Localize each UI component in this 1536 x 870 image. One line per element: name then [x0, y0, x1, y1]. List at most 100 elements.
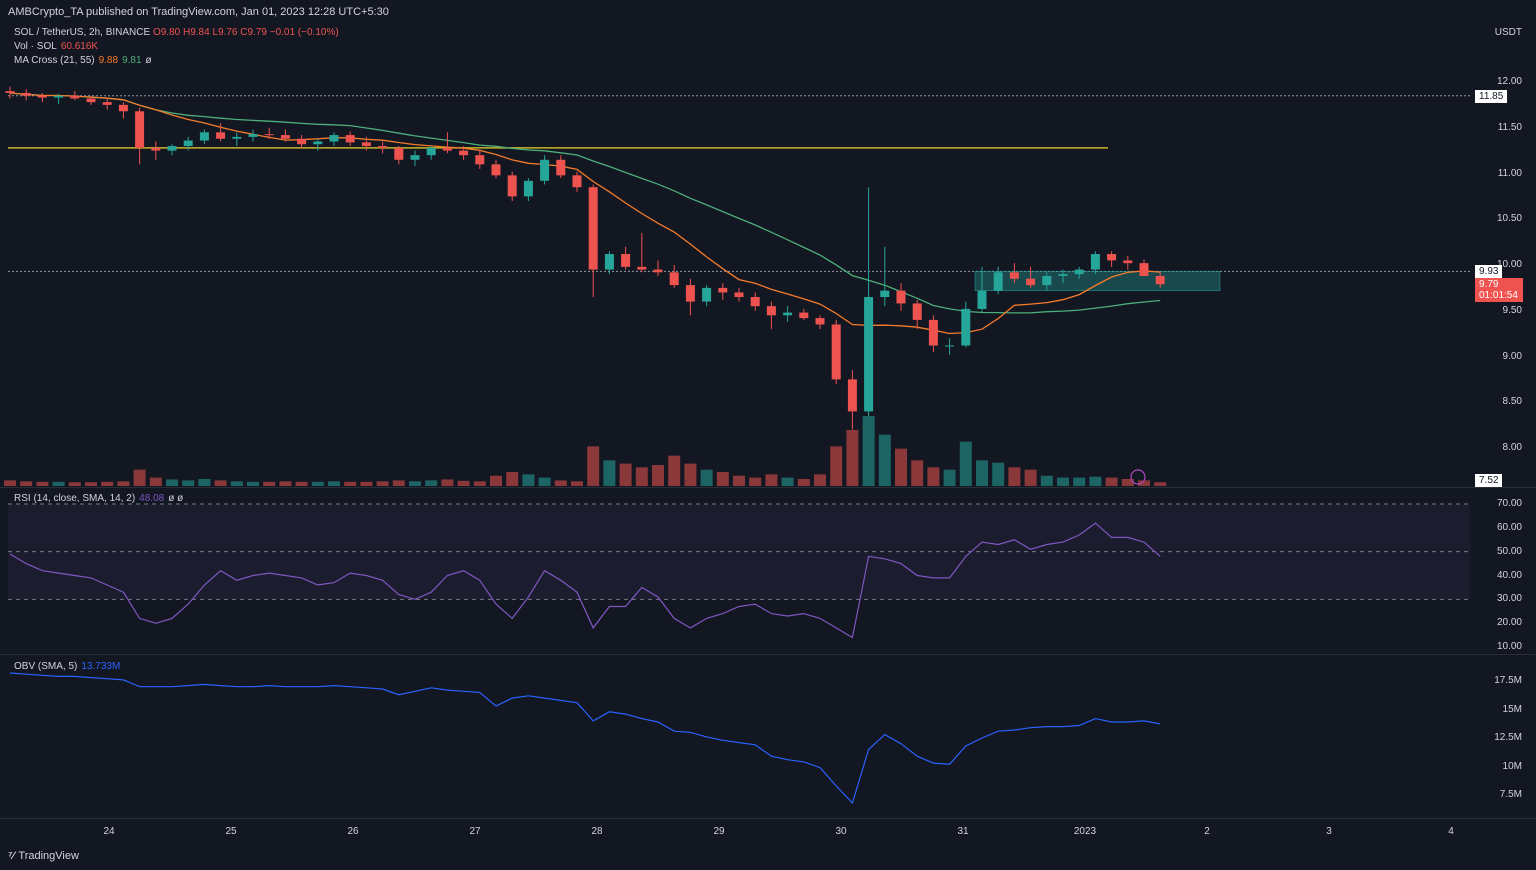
obv-tick: 7.5M: [1499, 789, 1522, 800]
volume-bar: [101, 481, 114, 486]
volume-bar: [895, 448, 907, 486]
eye-icon[interactable]: ø ø: [168, 493, 184, 504]
volume-bar: [360, 481, 373, 486]
ma21-line: [9, 92, 1161, 335]
volume-bar: [1040, 475, 1053, 486]
volume-bar: [1057, 477, 1069, 486]
volume-bar: [457, 480, 470, 486]
candle-body: [1026, 278, 1036, 286]
candle-body: [928, 319, 938, 346]
rsi-tick: 20.00: [1496, 617, 1522, 629]
last-price-badge: 9.79 01:01:54: [1475, 278, 1523, 302]
obv-label: OBV (SMA, 5): [14, 661, 78, 672]
volume-bar: [166, 479, 178, 486]
candle-body: [459, 150, 469, 156]
candle-body: [5, 91, 15, 93]
rsi-tick: 10.00: [1496, 641, 1522, 652]
candle-body: [702, 287, 712, 302]
time-axis-divider: [0, 818, 1536, 819]
last-price: 9.79: [1479, 279, 1499, 290]
rsi-line: [9, 522, 1161, 639]
volume-bar: [716, 472, 729, 486]
candle-body: [523, 180, 533, 197]
eye-icon[interactable]: ø: [145, 55, 152, 66]
ohlc-change: −0.01 (−0.10%): [269, 27, 339, 38]
time-tick: 2: [1204, 826, 1210, 837]
volume-bar: [976, 460, 988, 486]
volume-bar: [765, 474, 778, 486]
volume-bar: [1089, 476, 1102, 486]
candle-body: [847, 379, 857, 412]
symbol-name[interactable]: SOL / TetherUS, 2h, BINANCE: [14, 27, 151, 38]
volume-bar: [295, 481, 308, 486]
ma55-value: 9.81: [122, 55, 142, 66]
candle-body: [167, 146, 177, 151]
volume-bar: [1121, 479, 1134, 486]
volume-bar: [392, 480, 405, 486]
candle-body: [410, 155, 420, 160]
pane-divider[interactable]: [0, 487, 1536, 488]
time-tick: 25: [225, 826, 237, 837]
obv-legend[interactable]: OBV (SMA, 5) 13.733M: [14, 661, 120, 672]
level-badge-mid: 9.93: [1475, 265, 1503, 278]
candle-body: [912, 303, 922, 320]
volume-bar: [635, 467, 648, 486]
obv-tick: 12.5M: [1494, 732, 1522, 743]
volume-bar: [4, 480, 16, 486]
volume-bar: [117, 481, 130, 486]
price-tick: 11.50: [1497, 121, 1522, 133]
tradingview-logo[interactable]: ⁷⁄ TradingView: [8, 850, 79, 862]
candle-body: [718, 287, 728, 293]
pane-divider[interactable]: [0, 654, 1536, 655]
candle-body: [588, 187, 598, 270]
volume-bar: [149, 477, 162, 486]
volume-bar: [279, 481, 292, 486]
volume-bar: [587, 446, 600, 486]
price-tick: 8.00: [1502, 442, 1522, 453]
volume-bar: [133, 469, 146, 486]
volume-bar: [409, 481, 421, 486]
volume-bar: [619, 463, 632, 486]
candle-body: [475, 155, 485, 165]
volume-bar: [992, 462, 1005, 486]
volume-bar: [571, 481, 583, 486]
candle-body: [880, 290, 890, 298]
rsi-legend[interactable]: RSI (14, close, SMA, 14, 2) 48.08 ø ø: [14, 493, 183, 504]
volume-bar: [522, 474, 535, 486]
price-tick: 12.00: [1496, 76, 1522, 87]
volume-bar: [214, 480, 227, 486]
candle-body: [86, 98, 96, 103]
candle-body: [280, 135, 290, 139]
rsi-label: RSI (14, close, SMA, 14, 2): [14, 493, 136, 504]
candle-body: [831, 324, 841, 380]
candle-body: [604, 254, 614, 270]
volume-bar: [749, 477, 762, 486]
ma-legend[interactable]: MA Cross (21, 55) 9.88 9.81 ø: [14, 55, 152, 66]
volume-bar: [538, 477, 551, 486]
volume-bar: [344, 481, 357, 486]
candle-body: [864, 297, 874, 412]
candle-body: [945, 345, 955, 347]
volume-bar: [506, 472, 519, 486]
volume-bar: [1073, 477, 1086, 486]
candle-body: [556, 159, 566, 176]
candle-body: [993, 272, 1003, 291]
candle-body: [896, 290, 906, 304]
volume-bar: [814, 474, 826, 486]
volume-bar: [425, 480, 438, 486]
volume-bar: [52, 481, 65, 486]
volume-bar: [797, 479, 810, 486]
price-tick: 10.50: [1496, 213, 1522, 225]
time-tick: 4: [1448, 826, 1454, 837]
volume-legend[interactable]: Vol · SOL 60.616K: [14, 41, 98, 52]
volume-bar: [781, 477, 794, 486]
candle-body: [54, 95, 64, 98]
candle-body: [426, 147, 436, 156]
candle-body: [1042, 275, 1052, 286]
obv-tick: 10M: [1502, 760, 1522, 772]
candle-body: [442, 147, 452, 151]
volume-bar: [603, 460, 616, 486]
volume-bar: [36, 481, 49, 486]
volume-bar: [473, 481, 486, 486]
